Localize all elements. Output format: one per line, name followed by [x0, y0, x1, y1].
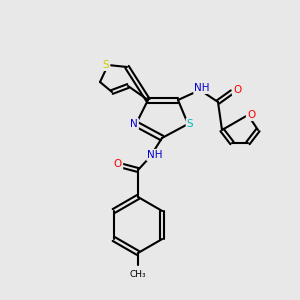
Text: NH: NH [194, 83, 210, 93]
Text: S: S [187, 119, 193, 129]
Text: NH: NH [147, 150, 163, 160]
Text: O: O [233, 85, 241, 95]
Text: S: S [103, 60, 109, 70]
Text: O: O [247, 110, 255, 120]
Text: CH₃: CH₃ [130, 270, 146, 279]
Text: N: N [130, 119, 138, 129]
Text: O: O [114, 159, 122, 169]
